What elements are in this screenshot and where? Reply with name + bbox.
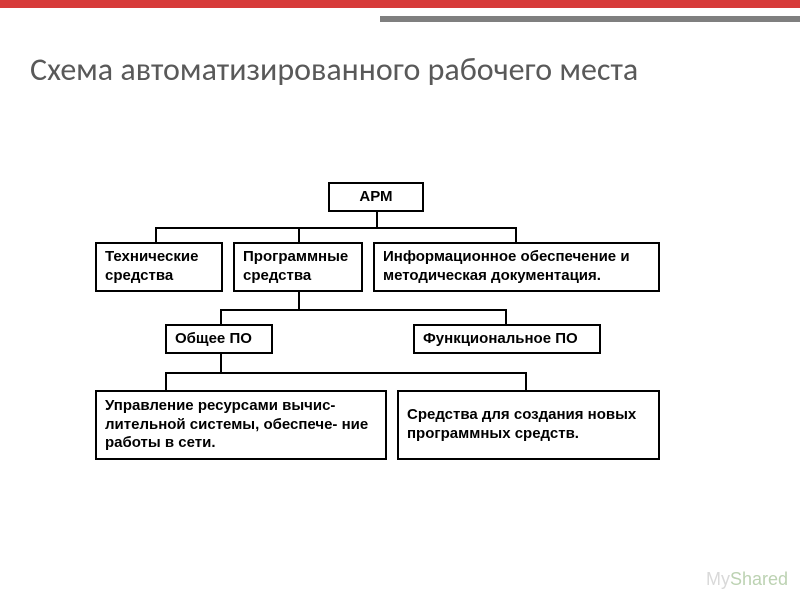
connector-line <box>220 309 222 324</box>
connector-line <box>505 309 507 324</box>
connector-line <box>525 372 527 390</box>
node-gen: Общее ПО <box>165 324 273 354</box>
connector-line <box>515 227 517 242</box>
node-res: Управление ресурсами вычис- лительной си… <box>95 390 387 460</box>
page-title: Схема автоматизированного рабочего места <box>30 50 638 90</box>
hierarchy-diagram: АРМ Технические средстваПрограммные средс… <box>95 182 665 482</box>
connector-line <box>298 292 300 309</box>
connector-line <box>165 372 525 374</box>
connector-line <box>155 227 515 229</box>
node-prog: Программные средства <box>233 242 363 292</box>
connector-line <box>165 372 167 390</box>
connector-line <box>298 227 300 242</box>
gray-bar <box>380 16 800 22</box>
node-root: АРМ <box>328 182 424 212</box>
watermark-prefix: My <box>706 569 730 589</box>
connector-line <box>220 354 222 372</box>
node-tech: Технические средства <box>95 242 223 292</box>
watermark-accent: Shared <box>730 569 788 589</box>
node-func: Функциональное ПО <box>413 324 601 354</box>
watermark: MyShared <box>706 569 788 590</box>
connector-line <box>220 309 505 311</box>
node-info: Информационное обеспечение и методическа… <box>373 242 660 292</box>
connector-line <box>155 227 157 242</box>
node-tools: Средства для создания новых программных … <box>397 390 660 460</box>
connector-line <box>376 212 378 227</box>
red-bar <box>0 0 800 8</box>
